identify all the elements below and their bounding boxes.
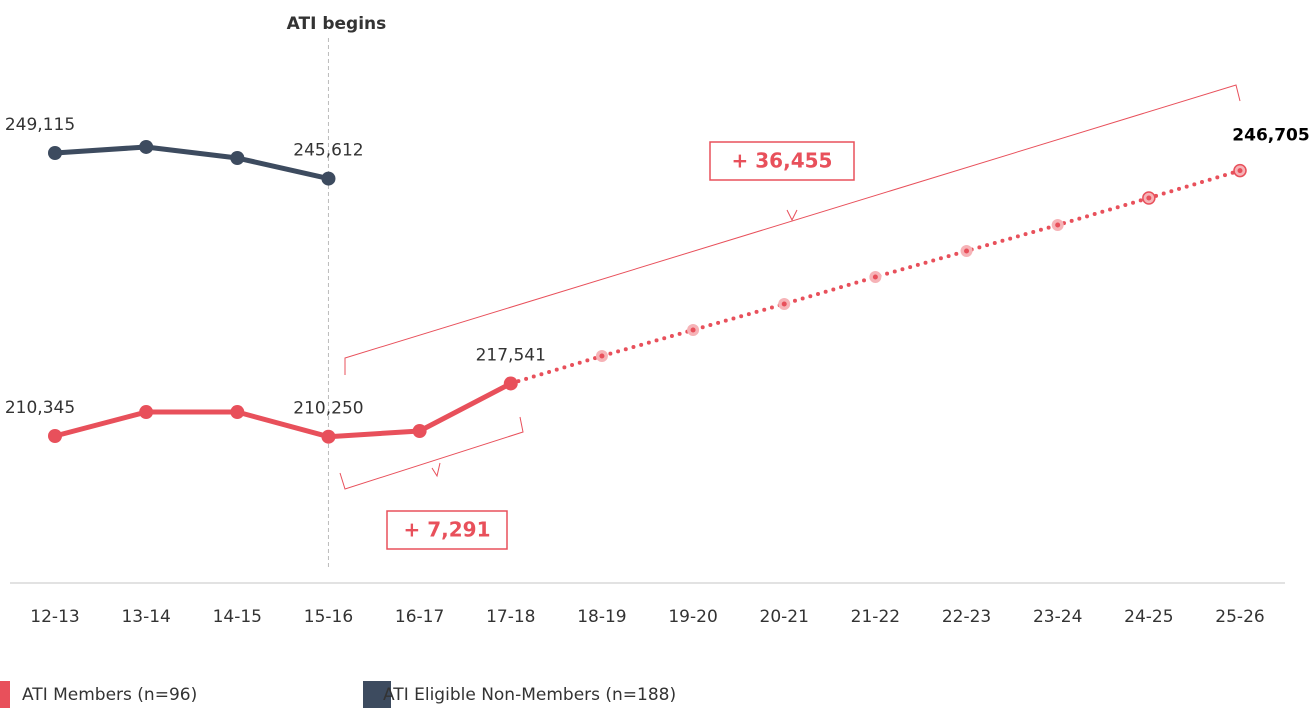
data-label: 246,705 bbox=[1232, 126, 1309, 146]
point bbox=[503, 376, 518, 391]
x-tick-label: 22-23 bbox=[942, 607, 991, 627]
annotation: + 7,291 bbox=[404, 518, 491, 542]
data-label: 249,115 bbox=[5, 115, 75, 135]
point bbox=[321, 171, 336, 186]
legend-label: ATI Members (n=96) bbox=[22, 685, 197, 705]
annotation: + 36,455 bbox=[732, 149, 833, 173]
projected-point-core bbox=[690, 327, 696, 333]
annotation-box bbox=[386, 510, 508, 550]
series-line bbox=[54, 144, 330, 182]
data-label: 245,612 bbox=[293, 141, 363, 161]
projected-point-core bbox=[1055, 222, 1061, 228]
x-tick-label: 13-14 bbox=[121, 607, 170, 627]
bracket-short-tip bbox=[431, 462, 441, 478]
x-tick-label: 19-20 bbox=[668, 607, 717, 627]
projected-point-core bbox=[964, 248, 970, 254]
point bbox=[321, 429, 336, 444]
x-tick-label: 17-18 bbox=[486, 607, 535, 627]
projected-point-core bbox=[1237, 168, 1243, 174]
x-tick-label: 14-15 bbox=[213, 607, 262, 627]
point bbox=[412, 424, 427, 438]
projected-point-core bbox=[1146, 195, 1152, 201]
projected-point-core bbox=[781, 301, 787, 307]
x-tick-label: 25-26 bbox=[1215, 607, 1264, 627]
x-tick-label: 20-21 bbox=[760, 607, 809, 627]
bracket-short bbox=[339, 416, 524, 490]
legend-swatch bbox=[0, 681, 10, 708]
bracket-long-tip bbox=[786, 209, 798, 222]
point bbox=[139, 405, 154, 420]
unused bbox=[345, 0, 1235, 372]
x-tick-label: 12-13 bbox=[30, 607, 79, 627]
bracket-long bbox=[344, 84, 1241, 375]
legend-label: ATI Eligible Non-Members (n=188) bbox=[383, 685, 676, 705]
data-label: 210,345 bbox=[5, 398, 75, 418]
x-tick-label: 23-24 bbox=[1033, 607, 1082, 627]
projection-line bbox=[508, 168, 1242, 386]
x-tick-label: 15-16 bbox=[304, 607, 353, 627]
point bbox=[230, 405, 245, 420]
x-tick-label: 16-17 bbox=[395, 607, 444, 627]
point bbox=[48, 429, 62, 443]
x-tick-label: 18-19 bbox=[577, 607, 626, 627]
point bbox=[230, 151, 245, 166]
annotation-box bbox=[709, 141, 855, 181]
projected-point-core bbox=[599, 353, 605, 359]
legend-swatch bbox=[363, 681, 391, 708]
data-label: 217,541 bbox=[476, 345, 546, 365]
point bbox=[48, 146, 62, 161]
series-line bbox=[54, 381, 512, 440]
x-tick-label: 21-22 bbox=[851, 607, 900, 627]
x-tick-label: 24-25 bbox=[1124, 607, 1173, 627]
start-label: ATI begins bbox=[287, 14, 387, 34]
projected-point-core bbox=[872, 274, 878, 280]
data-label: 210,250 bbox=[293, 399, 363, 419]
point bbox=[139, 139, 154, 154]
